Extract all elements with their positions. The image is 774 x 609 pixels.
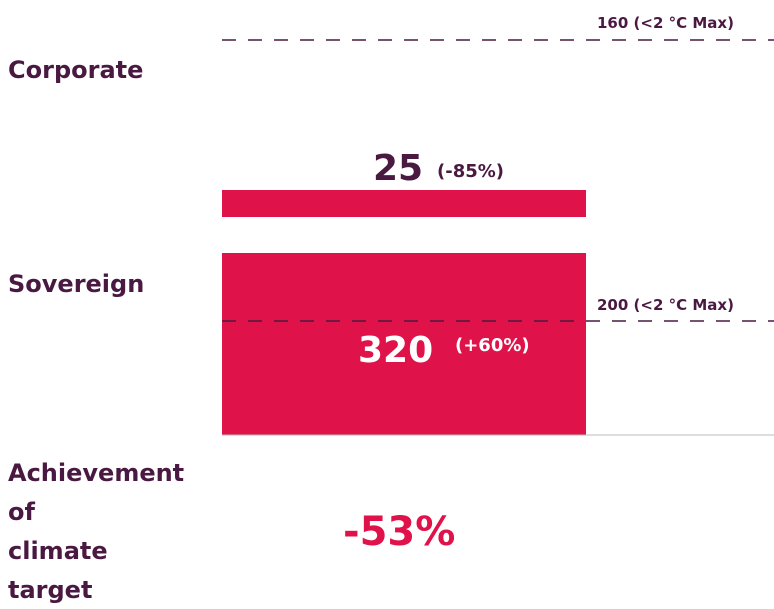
reference-label: 160 (<2 °C Max)	[597, 14, 734, 32]
section-label: climate	[8, 537, 108, 565]
change-label: (+60%)	[455, 335, 530, 356]
section-label: Corporate	[8, 56, 143, 84]
value-label: 320	[358, 330, 433, 371]
value-label: 25	[373, 148, 423, 189]
reference-label: 200 (<2 °C Max)	[597, 296, 734, 314]
label-backdrop	[590, 8, 774, 34]
section-label: of	[8, 498, 35, 526]
section-label: target	[8, 576, 92, 604]
bar	[222, 253, 586, 435]
change-label: (-85%)	[437, 161, 504, 182]
bar	[222, 190, 586, 217]
section-label: Sovereign	[8, 270, 144, 298]
section-label: Achievement	[8, 459, 184, 487]
achievement-value: -53%	[343, 509, 455, 555]
label-backdrop	[590, 290, 774, 316]
